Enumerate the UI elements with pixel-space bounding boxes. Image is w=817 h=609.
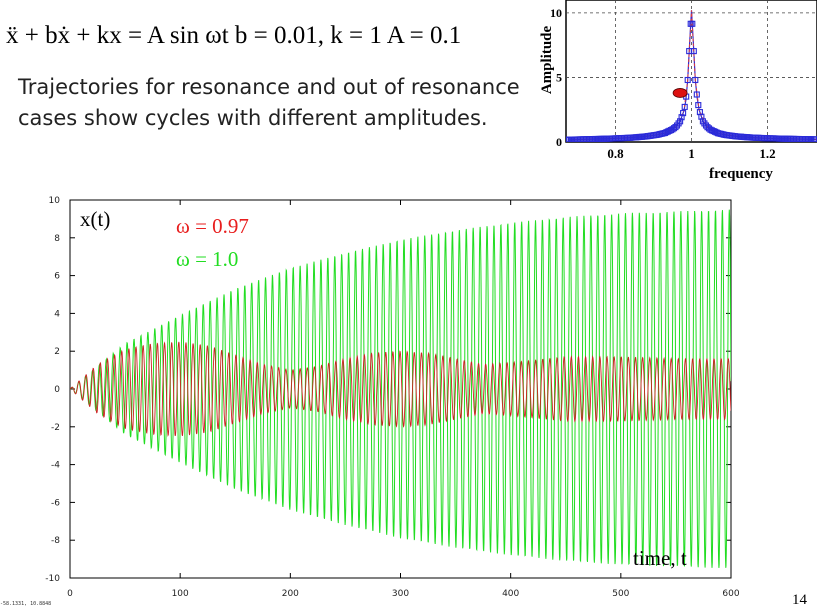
- legend-omega-0-97: ω = 0.97: [176, 214, 249, 238]
- series-omega-1-0-line: [70, 209, 731, 568]
- inset-data-marker: [681, 103, 688, 110]
- inset-x-tick-label: 0.8: [607, 146, 624, 161]
- main-y-tick-label: -6: [51, 498, 60, 508]
- inset-data-marker: [689, 20, 696, 27]
- main-y-tick-label: 6: [54, 272, 60, 282]
- description-line-1: Trajectories for resonance and out of re…: [18, 75, 520, 99]
- main-x-tick-label: 0: [67, 589, 73, 599]
- inset-data-marker: [684, 76, 691, 84]
- series-omega-0-97-line: [70, 341, 731, 437]
- inset-x-tick-label: 1: [688, 146, 695, 161]
- inset-y-tick-label: 10: [550, 6, 562, 20]
- inset-highlight-point: [672, 88, 688, 98]
- inset-data-marker: [692, 76, 699, 84]
- inset-data-marker: [812, 136, 817, 142]
- inset-plot-frame: [565, 0, 817, 143]
- main-y-tick-label: 4: [54, 309, 60, 319]
- main-y-tick-label: 2: [54, 347, 60, 357]
- inset-data-marker: [672, 124, 679, 131]
- inset-data-marker: [693, 91, 700, 98]
- main-x-axis-label: time, t: [633, 546, 687, 570]
- inset-data-marker: [678, 114, 685, 121]
- main-x-tick-label: 600: [722, 589, 739, 599]
- inset-x-axis-label: frequency: [709, 166, 773, 182]
- equation: ẍ + bẋ + kx = A sin ωt b = 0.01, k = 1 A…: [6, 22, 462, 49]
- main-x-tick-label: 500: [612, 589, 629, 599]
- description-line-2: cases show cycles with different amplitu…: [18, 106, 488, 130]
- main-y-tick-label: 8: [54, 234, 60, 244]
- main-y-tick-label: -2: [51, 423, 60, 433]
- main-y-tick-label: -4: [51, 461, 60, 471]
- inset-data-marker: [680, 110, 687, 117]
- description: Trajectories for resonance and out of re…: [18, 72, 538, 134]
- main-x-tick-label: 100: [172, 589, 189, 599]
- main-y-tick-label: 0: [54, 385, 60, 395]
- main-y-tick-label: 10: [49, 196, 61, 206]
- inset-y-tick-label: 5: [556, 70, 562, 84]
- inset-y-axis-label: Amplitude: [539, 25, 555, 94]
- main-y-axis-label: x(t): [80, 207, 110, 231]
- main-x-tick-label: 200: [282, 589, 299, 599]
- inset-data-marker: [690, 48, 697, 55]
- legend-omega-1-0: ω = 1.0: [176, 247, 238, 271]
- inset-data-marker: [677, 118, 684, 125]
- inset-y-tick-label: 0: [556, 135, 562, 149]
- main-x-tick-label: 300: [392, 589, 409, 599]
- main-y-tick-label: -10: [45, 574, 60, 584]
- inset-data-marker: [695, 102, 702, 109]
- inset-x-tick-label: 1.2: [759, 146, 775, 161]
- main-x-tick-label: 400: [502, 589, 519, 599]
- main-y-tick-label: -8: [51, 536, 60, 546]
- coordinate-readout: -58.1331, 10.8848: [0, 601, 52, 607]
- page-number: 14: [792, 592, 807, 608]
